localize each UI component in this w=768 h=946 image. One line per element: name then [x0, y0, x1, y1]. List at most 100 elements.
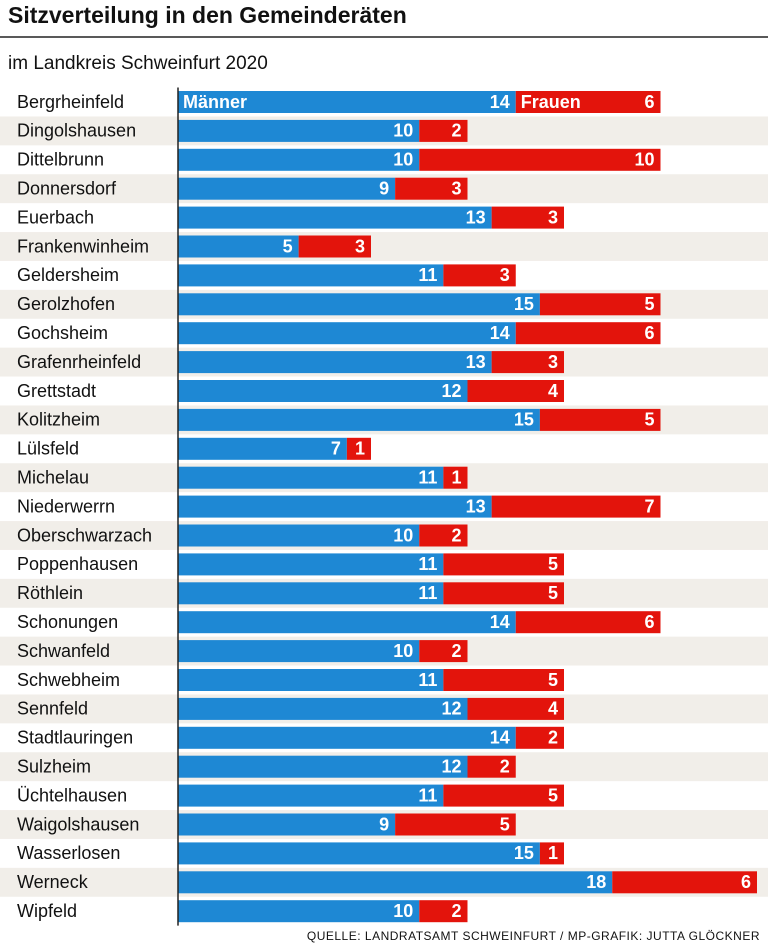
bar-segment	[178, 611, 516, 634]
legend-label: Frauen	[521, 92, 581, 112]
category-label: Stadtlauringen	[17, 728, 133, 748]
value-label: 7	[331, 439, 341, 459]
bar-segment	[298, 235, 371, 258]
value-label: 5	[548, 583, 558, 603]
bar-segment	[539, 293, 661, 316]
bar-segment	[178, 669, 444, 691]
bar-segment	[346, 437, 371, 460]
bar-segment	[443, 466, 468, 489]
value-label: 10	[393, 150, 413, 170]
bar-segment	[178, 697, 468, 720]
bar-segment	[443, 582, 564, 605]
value-label: 5	[500, 814, 510, 834]
value-label: 2	[451, 121, 461, 141]
bar-segment	[178, 726, 516, 749]
category-label: Wipfeld	[17, 901, 77, 921]
bar-segment	[178, 408, 540, 431]
value-label: 12	[441, 381, 461, 401]
category-label: Werneck	[17, 872, 89, 892]
value-label: 14	[490, 92, 510, 112]
bar-segment	[467, 755, 516, 778]
category-label: Dittelbrunn	[17, 150, 104, 170]
category-label: Gerolzhofen	[17, 294, 115, 314]
bar-segment	[178, 900, 420, 923]
bar-segment	[178, 351, 492, 374]
value-label: 18	[586, 872, 606, 892]
bar-segment	[443, 669, 564, 691]
category-label: Frankenwinheim	[17, 236, 149, 256]
bar-segment	[443, 264, 516, 287]
value-label: 5	[644, 410, 654, 430]
value-label: 2	[451, 641, 461, 661]
bar-segment	[178, 235, 299, 258]
bar-segment	[612, 871, 757, 894]
bar-segment	[178, 437, 347, 460]
bar-segment	[395, 813, 516, 836]
bar-segment	[539, 408, 661, 431]
bar-segment	[515, 91, 661, 113]
bar-segment	[467, 697, 564, 720]
bar-segment	[178, 206, 492, 229]
category-label: Üchtelhausen	[17, 785, 127, 805]
bar-segment	[443, 784, 564, 807]
bar-segment	[178, 119, 420, 142]
bar-segment	[178, 871, 613, 894]
category-label: Geldersheim	[17, 265, 119, 285]
value-label: 6	[644, 612, 654, 632]
value-label: 4	[548, 381, 558, 401]
category-label: Grettstadt	[17, 381, 96, 401]
value-label: 13	[466, 207, 486, 227]
category-label: Niederwerrn	[17, 496, 115, 516]
bar-segment	[178, 380, 468, 402]
value-label: 1	[451, 467, 461, 487]
category-label: Lülsfeld	[17, 439, 79, 459]
bar-segment	[178, 177, 396, 200]
value-label: 6	[644, 323, 654, 343]
value-label: 11	[418, 785, 437, 805]
bar-segment	[178, 813, 396, 836]
bar-segment	[491, 206, 564, 229]
bar-segment	[178, 293, 540, 316]
bar-segment	[419, 900, 468, 923]
category-label: Oberschwarzach	[17, 525, 152, 545]
value-label: 15	[514, 843, 534, 863]
value-label: 1	[355, 439, 365, 459]
value-label: 5	[283, 236, 293, 256]
value-label: 5	[548, 670, 558, 690]
value-label: 13	[466, 496, 486, 516]
value-label: 14	[490, 728, 510, 748]
category-label: Schwebheim	[17, 670, 120, 690]
value-label: 3	[548, 352, 558, 372]
value-label: 15	[514, 294, 534, 314]
value-label: 10	[393, 121, 413, 141]
value-label: 5	[548, 554, 558, 574]
value-label: 14	[490, 323, 510, 343]
value-label: 3	[355, 236, 365, 256]
source: QUELLE: LANDRATSAMT SCHWEINFURT / MP-GRA…	[307, 929, 760, 943]
row-stripe	[0, 232, 768, 261]
value-label: 6	[741, 872, 751, 892]
value-label: 12	[441, 699, 461, 719]
value-label: 11	[418, 467, 437, 487]
bar-segment	[178, 466, 444, 489]
value-label: 11	[418, 670, 437, 690]
bar-segment	[491, 351, 564, 374]
bar-segment	[178, 495, 492, 518]
category-label: Euerbach	[17, 207, 94, 227]
value-label: 3	[500, 265, 510, 285]
category-label: Schonungen	[17, 612, 118, 632]
value-label: 4	[548, 699, 558, 719]
value-label: 3	[548, 207, 558, 227]
category-label: Grafenrheinfeld	[17, 352, 141, 372]
category-label: Gochsheim	[17, 323, 108, 343]
value-label: 10	[393, 901, 413, 921]
value-label: 14	[490, 612, 510, 632]
category-label: Donnersdorf	[17, 178, 117, 198]
bar-segment	[178, 582, 444, 605]
bar-segment	[419, 524, 468, 547]
category-label: Röthlein	[17, 583, 83, 603]
value-label: 1	[548, 843, 558, 863]
bar-segment	[178, 842, 540, 865]
value-label: 11	[418, 583, 437, 603]
